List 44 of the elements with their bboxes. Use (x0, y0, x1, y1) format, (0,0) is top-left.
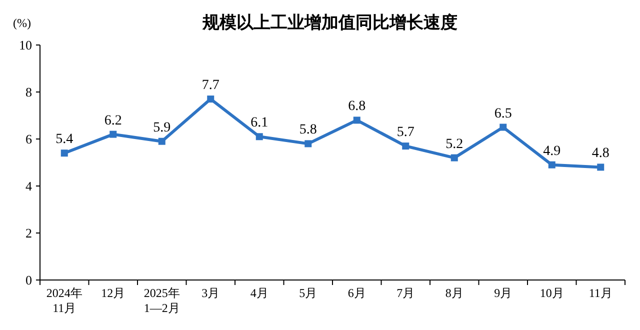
x-tick-label: 2024年 11月 (46, 286, 82, 315)
x-tick-label: 7月 (396, 286, 415, 300)
point (353, 116, 360, 124)
x-tick-label: 2025年 1—2月 (144, 286, 180, 315)
data-label: 5.2 (446, 136, 464, 152)
x-tick-label: 4月 (250, 286, 268, 300)
data-label: 5.4 (56, 132, 74, 148)
x-tick-label: 3月 (202, 286, 220, 300)
data-label: 5.8 (299, 122, 317, 138)
point (256, 133, 263, 140)
data-label: 5.9 (153, 120, 171, 136)
point (207, 96, 214, 103)
point (158, 138, 166, 145)
x-tick-label: 8月 (445, 286, 464, 300)
y-tick-label: 2 (26, 226, 32, 241)
chart-title: 规模以上工业增加值同比增长速度 (202, 13, 458, 33)
data-label: 6.8 (348, 99, 366, 114)
y-axis-title: (%) (13, 16, 31, 30)
data-label: 6.1 (250, 116, 268, 131)
point (304, 140, 312, 148)
point (402, 142, 410, 150)
x-tick-label: 11月 (588, 286, 612, 300)
data-label: 7.7 (202, 78, 220, 94)
data-label: 5.7 (396, 125, 414, 140)
data-label: 4.8 (592, 146, 610, 162)
point (500, 124, 507, 131)
y-tick-label: 6 (26, 132, 32, 147)
y-tick-label: 0 (26, 272, 32, 288)
x-tick-label: 9月 (494, 286, 512, 300)
y-tick-label: 10 (19, 38, 32, 53)
point (110, 130, 117, 138)
point (450, 154, 458, 162)
data-label: 6.2 (104, 113, 122, 128)
y-tick-label: 4 (26, 178, 32, 194)
data-label: 6.5 (494, 106, 512, 122)
point (548, 161, 556, 168)
x-tick-label: 10月 (540, 286, 564, 300)
x-tick-label: 5月 (299, 286, 318, 300)
data-label: 4.9 (543, 144, 561, 159)
point (597, 164, 604, 171)
point (60, 150, 68, 157)
y-tick-label: 8 (26, 84, 32, 100)
x-tick-label: 12月 (101, 286, 126, 300)
x-tick-label: 6月 (348, 286, 366, 300)
